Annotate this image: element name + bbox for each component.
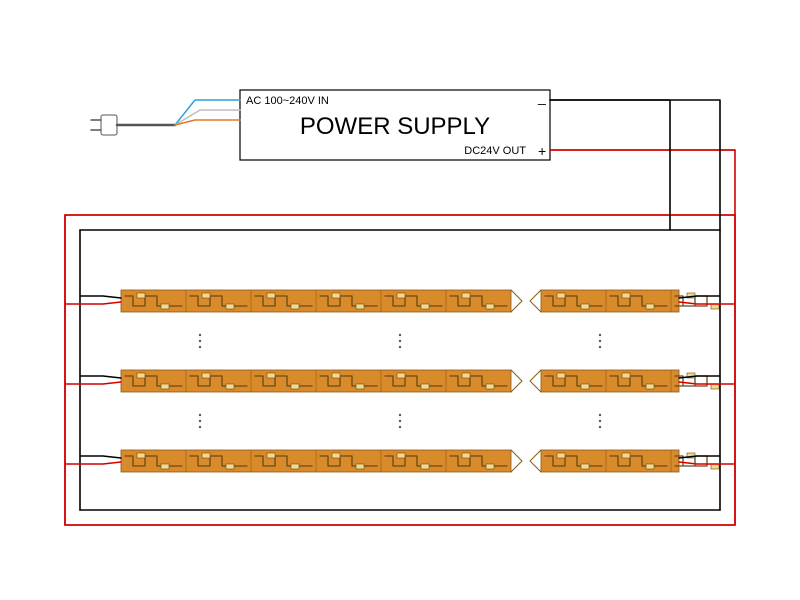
led-strip-row <box>121 290 719 312</box>
psu-minus: _ <box>537 89 546 105</box>
power-supply: POWER SUPPLY AC 100~240V IN DC24V OUT + _ <box>240 89 550 160</box>
psu-output-label: DC24V OUT <box>464 145 526 157</box>
led-strip-row <box>121 450 719 472</box>
wiring-diagram: POWER SUPPLY AC 100~240V IN DC24V OUT + _ <box>0 0 800 600</box>
psu-title: POWER SUPPLY <box>300 113 490 140</box>
led-strip-row <box>121 370 719 392</box>
psu-input-label: AC 100~240V IN <box>246 95 329 107</box>
psu-plus: + <box>538 143 546 159</box>
ac-plug <box>91 100 240 135</box>
